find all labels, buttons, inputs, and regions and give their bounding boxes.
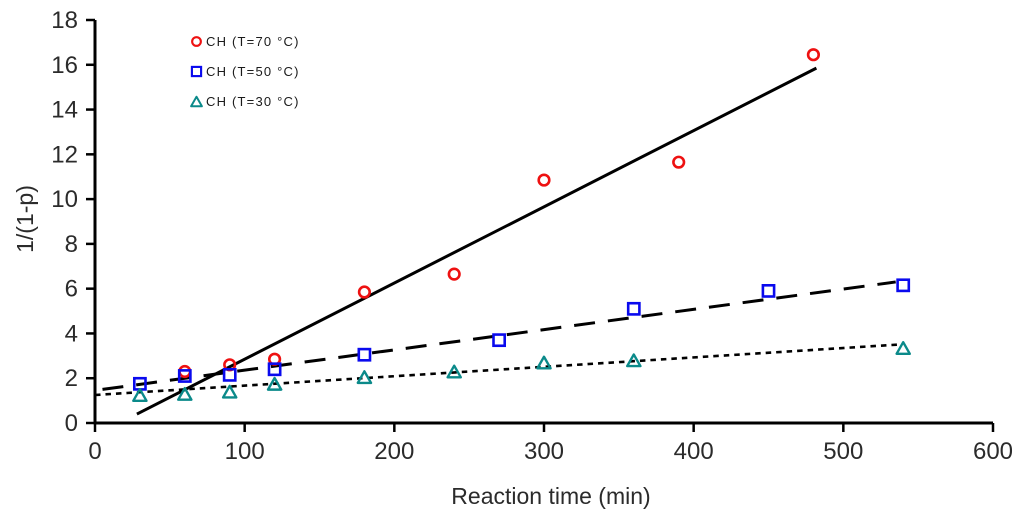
legend-item: CH (T=50 °C) — [189, 61, 300, 81]
y-axis-title: 1/(1-p) — [12, 185, 38, 253]
x-tick-label: 500 — [823, 438, 863, 465]
y-tick-label: 6 — [65, 276, 78, 303]
x-tick-label: 200 — [374, 438, 414, 465]
legend: CH (T=70 °C) CH (T=50 °C) CH (T=30 °C) — [189, 31, 300, 121]
data-point-square — [222, 367, 237, 382]
data-point-circle — [672, 155, 686, 169]
data-point-triangle — [895, 340, 911, 355]
legend-label: CH (T=50 °C) — [206, 63, 300, 79]
data-point-square — [896, 278, 911, 293]
data-point-triangle — [626, 353, 642, 368]
y-tick-label: 0 — [65, 410, 78, 437]
triangle-legend-icon — [190, 95, 203, 107]
x-tick-label: 300 — [524, 438, 564, 465]
data-point-triangle — [266, 376, 283, 391]
data-point-square — [190, 65, 203, 77]
y-tick-label: 10 — [51, 186, 78, 213]
y-tick-label: 4 — [65, 320, 78, 347]
legend-label: CH (T=70 °C) — [206, 33, 300, 49]
data-point-triangle — [221, 384, 238, 399]
data-point-square — [357, 347, 372, 362]
data-point-triangle — [356, 370, 373, 385]
trendline-circle — [136, 66, 818, 416]
trendline-triangle — [94, 343, 898, 397]
data-point-triangle — [132, 388, 148, 403]
data-point-square — [267, 362, 282, 377]
data-point-square — [761, 284, 776, 298]
x-tick-label: 400 — [674, 438, 714, 465]
data-point-square — [177, 369, 192, 383]
data-point-square — [626, 301, 641, 316]
data-point-triangle — [176, 386, 193, 401]
y-tick-label: 16 — [51, 52, 78, 79]
data-point-circle — [357, 285, 372, 299]
y-tick-label: 12 — [51, 141, 78, 168]
data-point-circle — [447, 267, 461, 281]
data-point-triangle — [446, 364, 462, 379]
legend-item: CH (T=70 °C) — [189, 31, 300, 51]
x-tick-label: 100 — [225, 438, 265, 465]
data-point-triangle — [536, 355, 552, 370]
y-tick-label: 14 — [51, 97, 78, 124]
y-tick-label: 8 — [65, 231, 78, 258]
circle-legend-icon — [191, 35, 202, 47]
data-point-circle — [191, 35, 202, 47]
data-point-triangle — [190, 95, 203, 107]
square-legend-icon — [190, 65, 203, 77]
x-tick-label: 0 — [88, 438, 101, 465]
y-tick-label: 2 — [65, 365, 78, 392]
data-point-circle — [806, 48, 821, 62]
data-point-circle — [537, 173, 551, 187]
y-tick-label: 18 — [51, 7, 78, 34]
data-point-square — [492, 333, 506, 348]
x-tick-label: 600 — [973, 438, 1013, 465]
legend-label: CH (T=30 °C) — [206, 93, 300, 109]
legend-item: CH (T=30 °C) — [189, 91, 300, 111]
x-axis-title: Reaction time (min) — [451, 483, 651, 509]
